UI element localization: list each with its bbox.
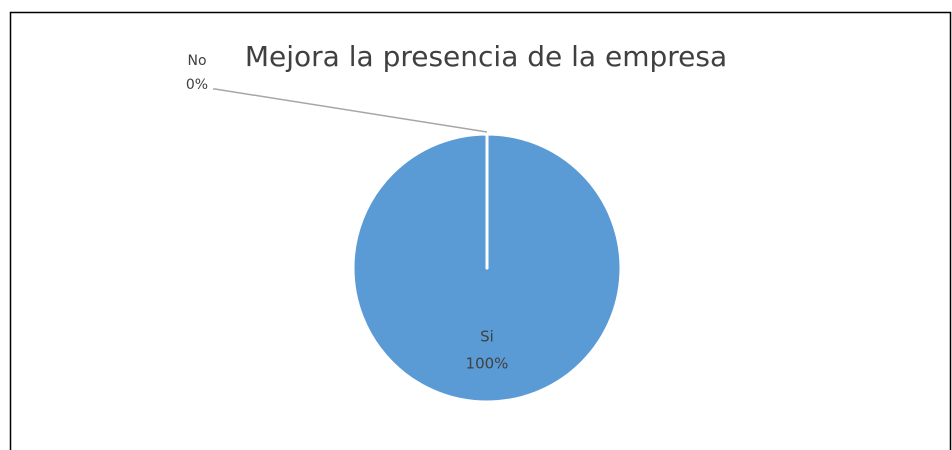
slice-value-label: 0% <box>186 77 208 93</box>
slice-category-label: No <box>187 53 206 69</box>
leader-line <box>213 88 488 133</box>
chart-title: Mejora la presencia de la empresa <box>245 40 727 73</box>
chart-frame <box>9 11 952 450</box>
slice-value-label: 100% <box>466 355 509 373</box>
slice-category-label: Si <box>480 328 494 346</box>
